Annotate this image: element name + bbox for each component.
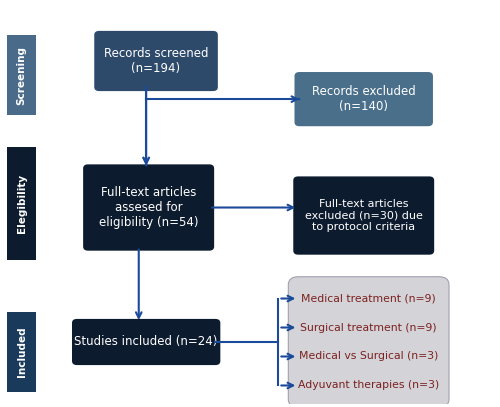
FancyBboxPatch shape bbox=[6, 35, 36, 115]
FancyBboxPatch shape bbox=[6, 312, 36, 392]
Text: Included: Included bbox=[16, 327, 26, 377]
Text: Records excluded
(n=140): Records excluded (n=140) bbox=[312, 85, 416, 113]
FancyBboxPatch shape bbox=[72, 319, 221, 365]
FancyBboxPatch shape bbox=[294, 176, 434, 255]
Text: Records screened
(n=194): Records screened (n=194) bbox=[104, 47, 208, 75]
Text: Studies included (n=24): Studies included (n=24) bbox=[74, 335, 218, 348]
Text: Full-text articles
assesed for
eligibility (n=54): Full-text articles assesed for eligibili… bbox=[99, 186, 198, 229]
FancyBboxPatch shape bbox=[94, 31, 218, 91]
Text: Surgical treatment (n=9): Surgical treatment (n=9) bbox=[300, 322, 437, 333]
FancyBboxPatch shape bbox=[83, 164, 214, 251]
Text: Screening: Screening bbox=[16, 46, 26, 105]
Text: Full-text articles
excluded (n=30) due
to protocol criteria: Full-text articles excluded (n=30) due t… bbox=[305, 199, 422, 232]
Text: Medical vs Surgical (n=3): Medical vs Surgical (n=3) bbox=[299, 352, 438, 361]
FancyBboxPatch shape bbox=[6, 147, 36, 260]
FancyBboxPatch shape bbox=[294, 72, 433, 126]
Text: Medical treatment (n=9): Medical treatment (n=9) bbox=[302, 293, 436, 304]
FancyBboxPatch shape bbox=[288, 277, 449, 407]
Text: Adyuvant therapies (n=3): Adyuvant therapies (n=3) bbox=[298, 381, 440, 390]
Text: Elegibility: Elegibility bbox=[16, 174, 26, 233]
